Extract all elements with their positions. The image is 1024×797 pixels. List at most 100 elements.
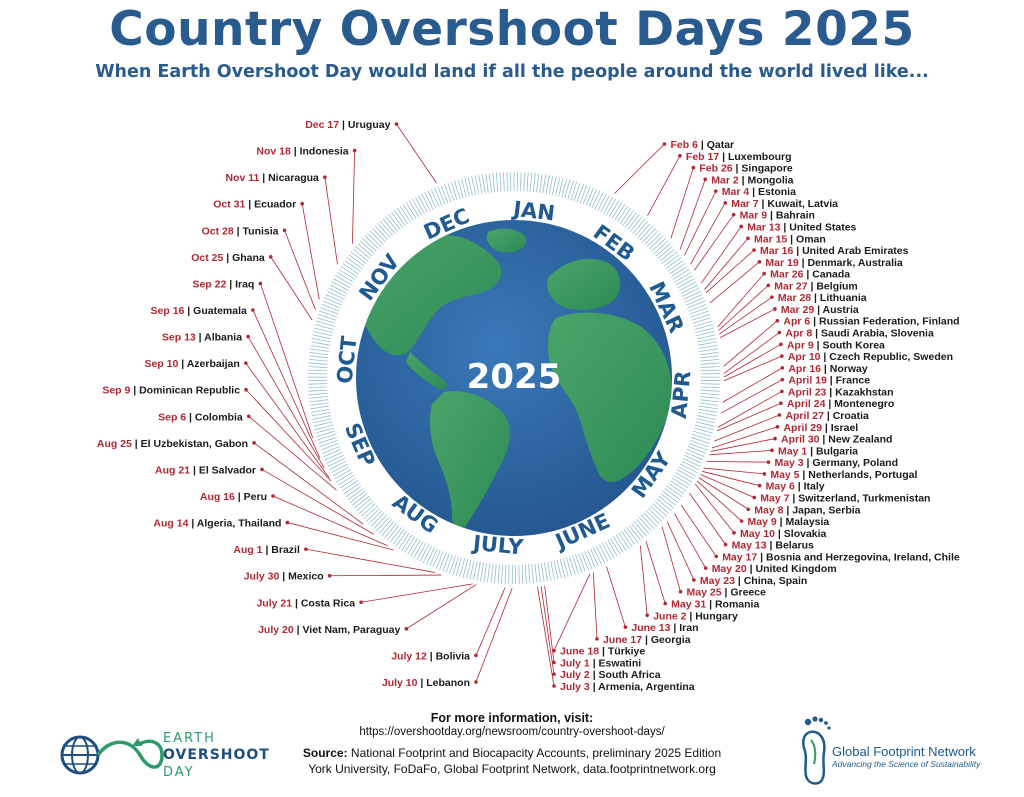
day-tick	[483, 562, 488, 582]
day-tick	[308, 359, 328, 362]
country-label: May 5 | Netherlands, Portugal	[770, 469, 917, 481]
day-tick	[385, 216, 398, 232]
day-tick	[697, 412, 717, 417]
label-country: | Viet Nam, Paraguay	[294, 624, 401, 636]
country-label: July 30 | Mexico	[244, 571, 324, 583]
country-label: Sep 13 | Albania	[162, 332, 242, 344]
day-tick	[664, 488, 681, 501]
country-label: April 30 | New Zealand	[781, 434, 892, 446]
leader-dot	[746, 236, 750, 241]
day-tick	[676, 469, 694, 480]
label-date: May 17	[722, 551, 757, 563]
day-tick	[319, 310, 338, 318]
day-tick	[319, 439, 338, 448]
day-tick	[449, 555, 456, 574]
leader-lines	[244, 122, 785, 688]
day-tick	[349, 490, 366, 503]
label-country: | Iraq	[226, 278, 254, 290]
label-country: | Ecuador	[245, 199, 296, 211]
day-tick	[582, 186, 591, 205]
day-tick	[634, 220, 648, 236]
country-label: Sep 6 | Colombia	[158, 411, 243, 423]
day-tick	[584, 550, 593, 569]
day-tick	[536, 173, 540, 193]
day-tick	[626, 527, 639, 543]
day-tick	[372, 228, 386, 243]
label-date: April 29	[783, 422, 822, 434]
day-tick	[333, 278, 351, 289]
day-tick	[381, 521, 395, 537]
leader-line	[253, 442, 364, 525]
leader-dot	[779, 342, 783, 347]
day-tick	[622, 210, 634, 227]
leader-line	[709, 449, 773, 456]
day-tick	[418, 195, 428, 213]
day-tick	[317, 433, 336, 441]
leader-dot	[271, 494, 275, 498]
day-tick	[411, 198, 423, 216]
day-tick	[691, 436, 710, 444]
day-tick	[699, 399, 719, 403]
info-heading: For more information, visit:	[430, 711, 594, 725]
day-tick	[346, 257, 363, 270]
leader-line	[248, 415, 337, 491]
leader-line	[639, 545, 648, 616]
day-tick	[679, 463, 698, 474]
leader-dot	[780, 389, 784, 394]
label-country: | Guatemala	[184, 305, 247, 317]
day-tick	[404, 536, 416, 553]
leader-dot	[304, 547, 308, 551]
gfn-tagline: Advancing the Science of Sustainability	[832, 759, 981, 769]
leader-dot	[300, 201, 304, 206]
label-date: May 7	[760, 492, 789, 504]
label-date: Sep 10	[144, 358, 178, 370]
leader-line	[718, 285, 769, 331]
day-tick	[348, 254, 365, 267]
leader-dot	[623, 625, 628, 629]
leader-line	[674, 513, 707, 569]
leader-dot	[757, 483, 762, 488]
label-date: Aug 14	[153, 518, 188, 530]
day-tick	[434, 187, 443, 206]
day-tick	[338, 269, 356, 280]
leader-line	[270, 256, 313, 321]
leader-dot	[678, 589, 683, 594]
leader-line	[723, 355, 782, 382]
day-tick	[620, 530, 633, 547]
leader-dot	[766, 283, 771, 288]
day-tick	[357, 243, 373, 257]
day-tick	[627, 214, 640, 230]
central-america-shape	[406, 352, 447, 390]
leader-line	[287, 522, 394, 551]
day-tick	[690, 310, 709, 318]
info-url[interactable]: https://overshootday.org/newsroom/countr…	[359, 726, 665, 738]
leader-line	[261, 469, 374, 535]
label-country: | Oman	[787, 233, 826, 245]
day-tick	[612, 536, 624, 553]
country-label: Apr 9 | South Korea	[787, 339, 885, 351]
country-label: Mar 15 | Oman	[754, 233, 826, 245]
leader-line	[711, 426, 778, 449]
label-date: Mar 9	[740, 210, 768, 222]
label-date: Mar 7	[731, 198, 759, 210]
leader-dot	[723, 542, 728, 547]
leader-line	[670, 167, 694, 239]
day-tick	[691, 313, 711, 321]
label-country: | Bahrain	[767, 210, 815, 222]
day-tick	[614, 204, 626, 221]
eod-line3: DAY	[163, 765, 195, 780]
day-tick	[651, 238, 666, 252]
day-tick	[643, 512, 658, 527]
label-country: | Bolivia	[427, 650, 470, 662]
leader-dot	[779, 401, 783, 406]
day-tick	[327, 457, 346, 467]
label-date: Aug 21	[155, 464, 190, 476]
day-tick	[652, 503, 667, 517]
day-tick	[405, 202, 417, 219]
day-tick	[311, 341, 330, 346]
day-tick	[624, 212, 637, 228]
day-tick	[674, 272, 692, 283]
day-tick	[616, 206, 629, 223]
leader-line	[305, 548, 435, 573]
label-country: | Uruguay	[339, 119, 391, 131]
